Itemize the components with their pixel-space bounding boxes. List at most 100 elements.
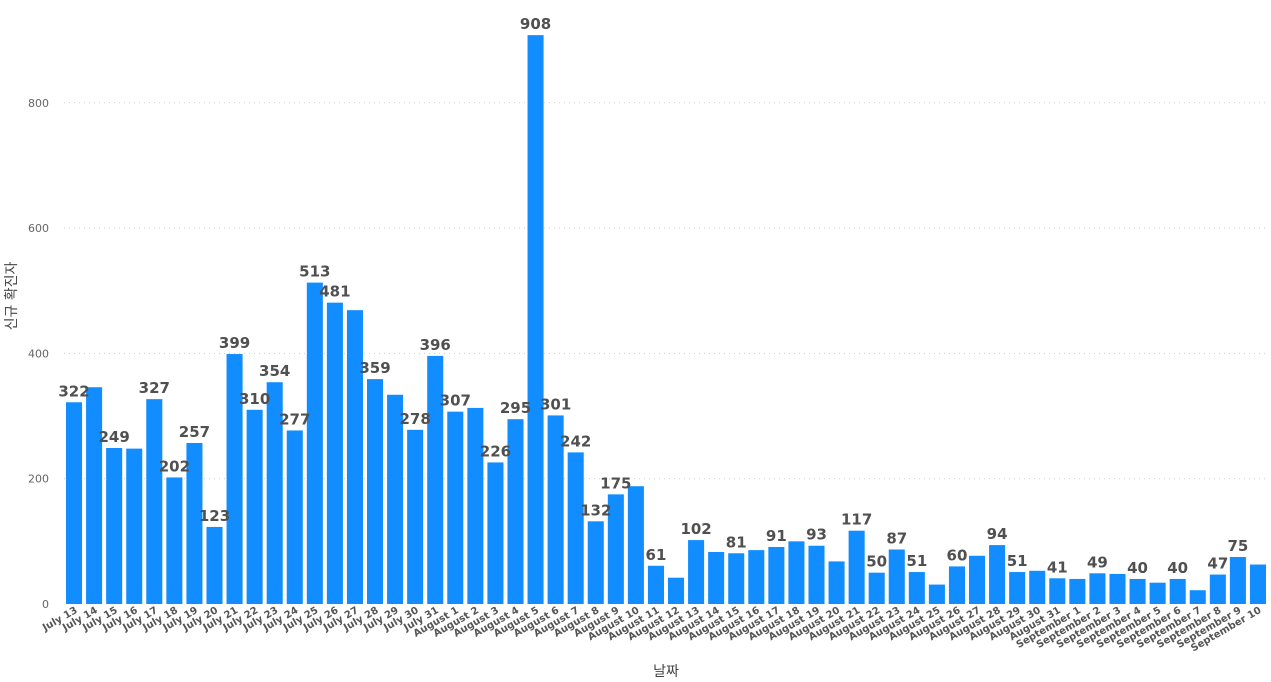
data-label: 307 xyxy=(440,392,471,410)
y-tick-label: 0 xyxy=(42,598,49,611)
bar[interactable] xyxy=(989,545,1006,604)
data-label: 51 xyxy=(1007,552,1028,570)
bars xyxy=(66,35,1266,604)
bar[interactable] xyxy=(728,553,745,604)
bar[interactable] xyxy=(246,409,263,604)
data-label: 908 xyxy=(520,15,551,33)
data-label: 41 xyxy=(1047,558,1068,576)
bar[interactable] xyxy=(547,415,564,604)
bar[interactable] xyxy=(1069,578,1086,604)
bar[interactable] xyxy=(627,486,644,604)
bar[interactable] xyxy=(226,354,243,604)
bar[interactable] xyxy=(1129,578,1146,604)
bar[interactable] xyxy=(126,448,143,604)
data-label: 242 xyxy=(560,432,591,450)
bar[interactable] xyxy=(768,546,785,604)
bar[interactable] xyxy=(868,572,885,604)
bar[interactable] xyxy=(447,411,464,604)
data-label: 40 xyxy=(1127,559,1148,577)
data-label: 93 xyxy=(806,526,827,544)
bar[interactable] xyxy=(106,448,123,604)
bar[interactable] xyxy=(326,302,343,604)
bar[interactable] xyxy=(346,310,363,604)
bar[interactable] xyxy=(668,577,685,604)
bar[interactable] xyxy=(166,477,183,604)
bar[interactable] xyxy=(1229,557,1246,604)
data-label: 310 xyxy=(239,390,270,408)
bar[interactable] xyxy=(367,379,384,604)
data-label: 91 xyxy=(766,527,787,545)
bar[interactable] xyxy=(1249,564,1266,604)
data-label: 327 xyxy=(139,379,170,397)
bar[interactable] xyxy=(387,394,404,604)
bar[interactable] xyxy=(146,399,163,604)
y-axis-title: 신규 확진자 xyxy=(4,261,20,330)
bar[interactable] xyxy=(828,561,845,604)
bar[interactable] xyxy=(587,521,604,604)
data-label: 50 xyxy=(866,553,887,571)
bar[interactable] xyxy=(1149,582,1166,604)
bar[interactable] xyxy=(1009,572,1026,604)
bar[interactable] xyxy=(467,407,484,604)
bar[interactable] xyxy=(286,430,303,604)
bar[interactable] xyxy=(186,442,203,604)
y-axis-ticks: 0 200 400 600 800 xyxy=(28,97,49,611)
bar[interactable] xyxy=(567,452,584,604)
bar[interactable] xyxy=(527,35,544,604)
bar[interactable] xyxy=(1089,573,1106,604)
data-label: 117 xyxy=(841,511,872,529)
bar[interactable] xyxy=(969,555,986,604)
bar[interactable] xyxy=(888,549,905,604)
bar[interactable] xyxy=(688,540,705,604)
data-label: 75 xyxy=(1227,537,1248,555)
data-labels: 322 249 327 202 257 123 399 310 354 277 513 481 359 2… xyxy=(58,15,1248,577)
gridlines xyxy=(64,102,1268,480)
bar[interactable] xyxy=(407,429,424,604)
bar[interactable] xyxy=(266,382,283,604)
bar[interactable] xyxy=(1209,574,1226,604)
bar[interactable] xyxy=(86,387,103,604)
y-tick-label: 400 xyxy=(28,347,49,360)
bar[interactable] xyxy=(928,584,945,604)
bar[interactable] xyxy=(1169,578,1186,604)
data-label: 123 xyxy=(199,507,230,525)
data-label: 359 xyxy=(359,359,390,377)
bar[interactable] xyxy=(66,402,83,604)
data-label: 47 xyxy=(1207,555,1228,573)
bar[interactable] xyxy=(507,419,524,604)
bar[interactable] xyxy=(948,566,965,604)
data-label: 94 xyxy=(987,525,1008,543)
bar[interactable] xyxy=(1109,573,1126,604)
data-label: 277 xyxy=(279,410,310,428)
bar[interactable] xyxy=(206,526,223,604)
bar[interactable] xyxy=(306,282,323,604)
bar[interactable] xyxy=(427,355,444,604)
bar[interactable] xyxy=(908,572,925,604)
data-label: 81 xyxy=(726,533,747,551)
data-label: 278 xyxy=(400,410,431,428)
bar[interactable] xyxy=(848,530,865,604)
data-label: 513 xyxy=(299,263,330,281)
data-label: 481 xyxy=(319,283,350,301)
bar[interactable] xyxy=(487,462,504,604)
bar[interactable] xyxy=(748,550,765,604)
data-label: 87 xyxy=(886,529,907,547)
y-tick-label: 200 xyxy=(28,473,49,486)
data-label: 202 xyxy=(159,457,190,475)
bar[interactable] xyxy=(788,541,805,604)
x-axis-title: 날짜 xyxy=(653,664,679,680)
bar[interactable] xyxy=(1189,590,1206,604)
data-label: 301 xyxy=(540,395,571,413)
data-label: 354 xyxy=(259,362,290,380)
bar[interactable] xyxy=(708,552,725,604)
data-label: 295 xyxy=(500,399,531,417)
bar[interactable] xyxy=(1029,570,1046,604)
bar[interactable] xyxy=(647,565,664,604)
bar[interactable] xyxy=(808,545,825,604)
data-label: 226 xyxy=(480,442,511,460)
data-label: 40 xyxy=(1167,559,1188,577)
bar[interactable] xyxy=(607,494,624,604)
data-label: 132 xyxy=(580,501,611,519)
bar[interactable] xyxy=(1049,578,1066,604)
